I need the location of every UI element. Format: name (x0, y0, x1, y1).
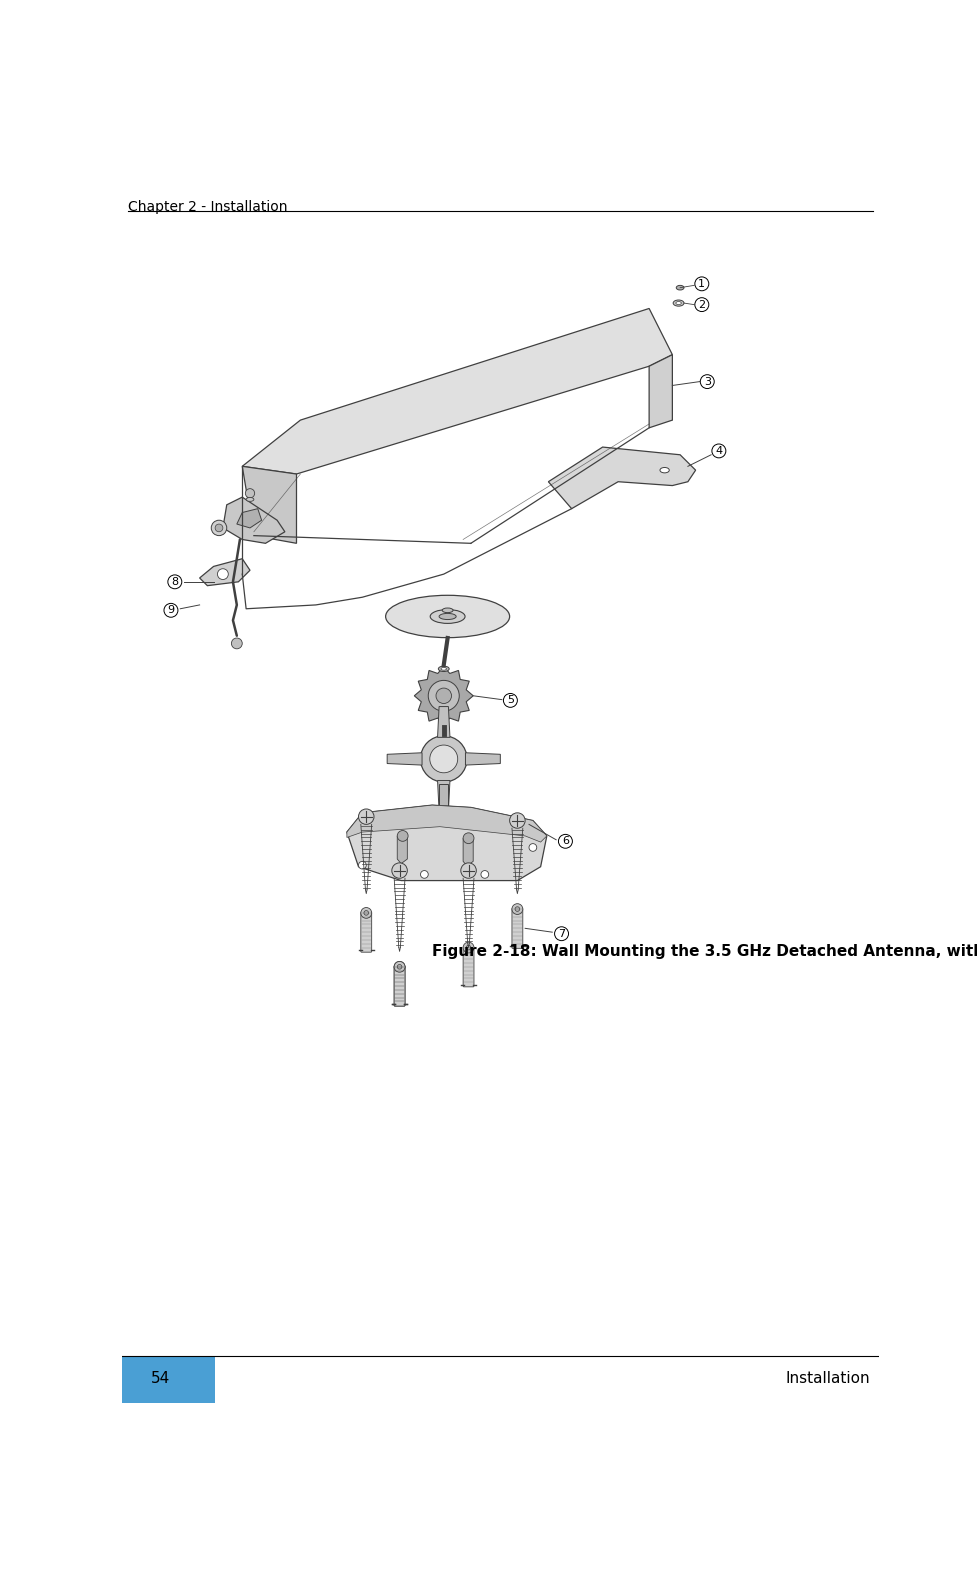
Circle shape (168, 575, 182, 589)
Ellipse shape (676, 301, 681, 304)
Circle shape (695, 298, 708, 312)
Circle shape (392, 864, 407, 878)
Text: 5: 5 (507, 695, 514, 706)
Circle shape (211, 520, 227, 536)
Text: Chapter 2 - Installation: Chapter 2 - Installation (128, 200, 288, 214)
Circle shape (398, 965, 402, 969)
Circle shape (420, 870, 428, 878)
Circle shape (361, 908, 371, 919)
Text: 8: 8 (171, 577, 179, 586)
Polygon shape (438, 706, 450, 738)
Circle shape (512, 903, 523, 914)
Ellipse shape (386, 596, 510, 638)
Circle shape (430, 745, 457, 772)
Circle shape (463, 832, 474, 843)
Circle shape (559, 834, 573, 848)
Polygon shape (465, 753, 500, 764)
Ellipse shape (246, 498, 254, 501)
Text: Figure 2-18: Wall Mounting the 3.5 GHz Detached Antenna, with Pan & Tilt Capabil: Figure 2-18: Wall Mounting the 3.5 GHz D… (432, 944, 977, 958)
Circle shape (215, 525, 223, 531)
Circle shape (510, 813, 525, 829)
Ellipse shape (439, 667, 449, 671)
Ellipse shape (676, 285, 684, 290)
FancyBboxPatch shape (394, 966, 405, 1005)
Circle shape (712, 444, 726, 459)
Polygon shape (223, 496, 285, 544)
Circle shape (695, 277, 708, 290)
Polygon shape (199, 559, 250, 586)
Text: 2: 2 (699, 299, 705, 309)
Polygon shape (242, 309, 672, 474)
Ellipse shape (441, 668, 446, 670)
Circle shape (466, 946, 471, 950)
FancyBboxPatch shape (361, 913, 371, 952)
Bar (122, 1357, 215, 1403)
Circle shape (555, 927, 569, 941)
Circle shape (363, 911, 368, 916)
Circle shape (232, 638, 242, 649)
Polygon shape (398, 835, 407, 864)
Ellipse shape (660, 468, 669, 473)
Polygon shape (387, 753, 422, 764)
Polygon shape (439, 783, 448, 832)
Text: 7: 7 (558, 928, 565, 939)
Ellipse shape (430, 610, 465, 624)
Circle shape (394, 961, 405, 972)
Circle shape (245, 489, 255, 498)
Text: 3: 3 (703, 377, 710, 386)
Circle shape (463, 942, 474, 953)
FancyBboxPatch shape (512, 908, 523, 949)
Ellipse shape (443, 608, 453, 613)
Circle shape (515, 906, 520, 911)
Polygon shape (463, 838, 473, 865)
Text: 6: 6 (562, 837, 569, 846)
Circle shape (461, 864, 477, 878)
Circle shape (398, 831, 408, 842)
FancyBboxPatch shape (394, 966, 405, 1005)
Polygon shape (347, 805, 547, 881)
Circle shape (420, 736, 467, 782)
Polygon shape (649, 355, 672, 427)
Circle shape (701, 375, 714, 389)
Circle shape (503, 693, 518, 708)
Circle shape (529, 843, 536, 851)
Polygon shape (236, 509, 262, 528)
Text: 54: 54 (151, 1371, 171, 1385)
Polygon shape (414, 667, 473, 725)
Polygon shape (242, 466, 296, 544)
Text: 9: 9 (167, 605, 175, 615)
Circle shape (164, 604, 178, 618)
Circle shape (359, 808, 374, 824)
Circle shape (436, 689, 451, 703)
Circle shape (428, 681, 459, 711)
Polygon shape (347, 805, 547, 842)
Polygon shape (548, 448, 696, 509)
Circle shape (394, 961, 405, 972)
Polygon shape (438, 780, 450, 812)
Text: 1: 1 (699, 279, 705, 288)
FancyBboxPatch shape (463, 947, 474, 987)
Circle shape (359, 862, 366, 868)
Circle shape (481, 870, 488, 878)
Circle shape (218, 569, 229, 580)
Ellipse shape (439, 613, 456, 619)
Text: Installation: Installation (786, 1371, 870, 1385)
Ellipse shape (673, 299, 684, 306)
Circle shape (398, 965, 402, 969)
Text: 4: 4 (715, 446, 722, 455)
